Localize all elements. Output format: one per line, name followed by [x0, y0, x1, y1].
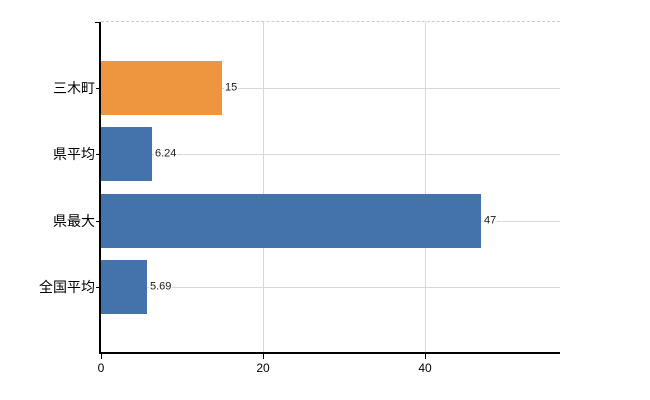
category-tick	[96, 88, 101, 89]
category-label: 県最大	[53, 213, 95, 229]
y-axis-top-tick	[95, 22, 100, 23]
category-tick	[96, 154, 101, 155]
x-axis-tick	[101, 354, 102, 359]
x-axis	[99, 352, 560, 354]
horizontal-gridline	[101, 88, 560, 89]
plot-top-border	[101, 21, 560, 22]
x-axis-tick-label: 20	[256, 361, 270, 375]
x-axis-tick-label: 0	[97, 361, 105, 375]
category-label: 三木町	[53, 80, 95, 96]
bar[interactable]	[101, 127, 152, 181]
vertical-gridline	[263, 22, 264, 353]
bar[interactable]	[101, 194, 481, 248]
x-axis-tick	[425, 354, 426, 359]
y-axis	[99, 22, 101, 353]
category-label: 全国平均	[39, 279, 95, 295]
horizontal-gridline	[101, 154, 560, 155]
category-tick	[96, 287, 101, 288]
bar[interactable]	[101, 61, 222, 115]
x-axis-tick	[263, 354, 264, 359]
bar-value-label: 6.24	[154, 147, 178, 161]
bar[interactable]	[101, 260, 147, 314]
horizontal-gridline	[101, 287, 560, 288]
bar-value-label: 47	[483, 214, 498, 228]
category-label: 県平均	[53, 146, 95, 162]
category-tick	[96, 221, 101, 222]
bar-value-label: 5.69	[149, 280, 173, 294]
bar-value-label: 15	[224, 81, 239, 95]
vertical-gridline	[425, 22, 426, 353]
x-axis-tick-label: 40	[418, 361, 432, 375]
